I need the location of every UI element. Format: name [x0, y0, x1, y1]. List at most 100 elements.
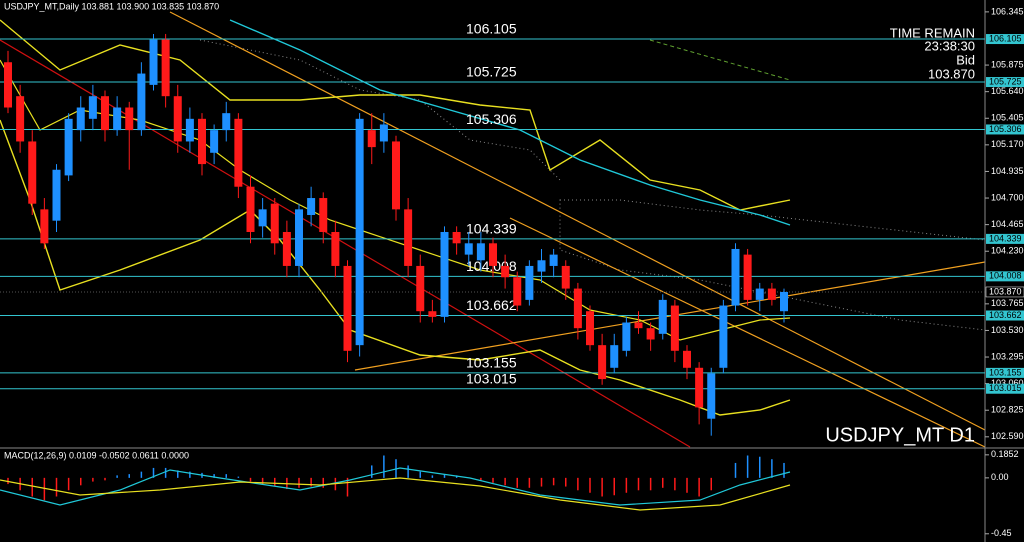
- y-tick-label: 103.295: [991, 351, 1024, 361]
- candle-body: [755, 288, 764, 300]
- candle-body: [258, 209, 267, 227]
- candle-body: [598, 345, 607, 380]
- candle-body: [537, 260, 546, 272]
- y-tick-label: 104.465: [991, 219, 1024, 229]
- candle-body: [622, 322, 631, 351]
- time-remain-label: TIME REMAIN: [890, 25, 975, 40]
- candle-body: [610, 345, 619, 368]
- y-tick-label: 102.825: [991, 405, 1024, 415]
- candle-body: [670, 305, 679, 351]
- y-tick-label: 103.060: [991, 378, 1024, 388]
- macd-main: [0, 467, 791, 506]
- price-level-tag: [986, 124, 1024, 135]
- bid-price: 103.870: [928, 66, 975, 81]
- candle-body: [525, 265, 534, 300]
- price-level-label: 103.155: [466, 355, 517, 371]
- y-tick-label: 103.765: [991, 298, 1024, 308]
- price-level-label: 103.015: [466, 370, 517, 386]
- candle-body: [198, 118, 206, 165]
- candle-body: [767, 288, 776, 300]
- candle-body: [634, 322, 643, 329]
- candle-body: [731, 248, 740, 306]
- candle-body: [234, 118, 243, 187]
- price-level-tag: [986, 310, 1024, 321]
- y-tick-label: -0.45: [991, 528, 1012, 538]
- candle-body: [549, 254, 558, 266]
- candle-body: [464, 243, 473, 255]
- candle-body: [707, 373, 716, 419]
- price-level-tag: [986, 383, 1024, 394]
- price-level-tag-label: 106.105: [989, 33, 1022, 43]
- candle-body: [695, 367, 704, 408]
- bid-tag: [985, 286, 1024, 298]
- price-level-label: 103.662: [466, 297, 517, 313]
- price-level-tag: [986, 77, 1024, 88]
- price-level-tag-label: 103.015: [989, 383, 1022, 393]
- bid-tag-label: 103.870: [989, 286, 1022, 296]
- candle-body: [719, 305, 728, 368]
- channel-line: [509, 217, 986, 448]
- moving-average-dashed: [649, 39, 791, 81]
- candle-body: [658, 299, 667, 334]
- price-level-tag-label: 104.008: [989, 271, 1022, 281]
- candle-body: [513, 277, 522, 306]
- price-level-tag-label: 103.662: [989, 310, 1022, 320]
- candle-body: [416, 265, 425, 312]
- price-level-tag: [986, 233, 1024, 244]
- price-level-tag: [986, 367, 1024, 378]
- price-level-tag-label: 103.155: [989, 367, 1022, 377]
- candle-body: [586, 311, 594, 346]
- chart-header: USDJPY_MT,Daily 103.881 103.900 103.835 …: [4, 1, 219, 11]
- candle-body: [149, 39, 158, 85]
- candle-body: [319, 198, 328, 232]
- candle-body: [282, 231, 291, 266]
- candle-body: [440, 231, 449, 317]
- candle-body: [222, 113, 231, 131]
- y-tick-label: 104.935: [991, 166, 1024, 176]
- candle-body: [125, 107, 134, 131]
- candle-body: [28, 141, 37, 204]
- bid-label: Bid: [956, 52, 975, 67]
- candle-body: [428, 311, 437, 317]
- candle-body: [295, 209, 303, 266]
- y-tick-label: 105.170: [991, 139, 1024, 149]
- price-level-tag: [986, 271, 1024, 282]
- price-level-label: 105.725: [466, 64, 517, 80]
- candle-body: [743, 254, 752, 300]
- candle-body: [40, 209, 49, 244]
- candle-body: [476, 243, 485, 261]
- candle-body: [561, 265, 570, 289]
- time-remain: 23:38:30: [924, 38, 975, 53]
- candle-body: [173, 96, 182, 142]
- candle-body: [331, 231, 340, 266]
- candle-body: [64, 118, 73, 176]
- candle-body: [343, 265, 352, 351]
- price-level-tag: [986, 34, 1024, 45]
- candle-body: [185, 118, 194, 142]
- candle-body: [210, 130, 219, 153]
- candle-body: [52, 169, 61, 221]
- candle-body: [88, 96, 97, 119]
- candle-body: [355, 118, 364, 346]
- y-tick-label: 0.1852: [991, 449, 1019, 459]
- y-tick-label: 103.530: [991, 325, 1024, 335]
- candle-body: [161, 39, 170, 97]
- macd-header: MACD(12,26,9) 0.0109 -0.0502 0.0611 0.00…: [4, 450, 189, 460]
- candle-body: [501, 265, 510, 278]
- y-tick-label: 102.590: [991, 431, 1024, 441]
- price-level-label: 106.105: [466, 21, 517, 37]
- y-tick-label: 105.405: [991, 113, 1024, 123]
- price-level-label: 104.339: [466, 221, 517, 237]
- candle-body: [246, 186, 255, 232]
- macd-signal: [0, 477, 791, 511]
- price-level-tag-label: 105.306: [989, 124, 1022, 134]
- candle-body: [16, 96, 25, 142]
- candle-body: [4, 62, 12, 108]
- price-level-tag-label: 104.339: [989, 233, 1022, 243]
- candle-body: [367, 130, 376, 148]
- ichimoku-cloud: [559, 199, 986, 331]
- y-tick-label: 0.00: [991, 472, 1009, 482]
- candle-body: [392, 141, 400, 210]
